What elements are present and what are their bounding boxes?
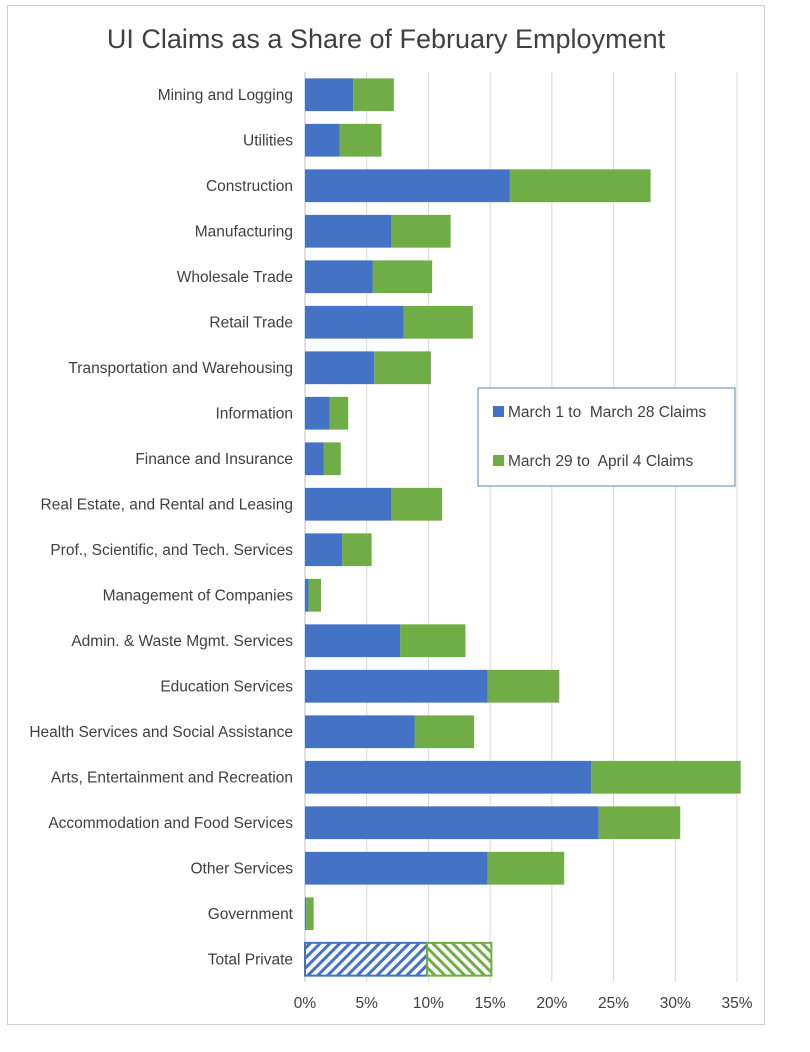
chart-frame: UI Claims as a Share of February Employm…	[7, 5, 765, 1025]
category-label: Prof., Scientific, and Tech. Services	[50, 542, 293, 559]
x-tick-label: 20%	[536, 995, 567, 1012]
bar-series-2	[308, 578, 322, 612]
category-label: Finance and Insurance	[135, 451, 293, 468]
bar-series-1	[305, 442, 324, 476]
bar-series-2	[391, 487, 443, 521]
category-label: Management of Companies	[103, 587, 294, 604]
legend-box	[477, 387, 736, 487]
category-label: Construction	[206, 178, 293, 195]
bar-series-1	[305, 214, 392, 248]
bar-series-1	[305, 169, 510, 203]
category-label: Utilities	[243, 132, 293, 149]
bar-series-2	[353, 78, 394, 112]
legend-swatch-green	[493, 455, 504, 466]
bar-series-1	[305, 578, 309, 612]
category-label: Transportation and Warehousing	[68, 360, 293, 377]
bar-series-2	[591, 760, 741, 794]
gridlines	[304, 72, 738, 982]
x-tick-label: 35%	[721, 995, 752, 1012]
x-tick-label: 25%	[598, 995, 629, 1012]
bar-series-2	[391, 214, 451, 248]
bar-series-1	[305, 260, 373, 294]
category-label: Mining and Logging	[158, 87, 293, 104]
legend-label-series-2: March 29 to April 4 Claims	[508, 453, 693, 470]
category-label: Other Services	[190, 860, 293, 877]
x-tick-label: 10%	[413, 995, 444, 1012]
bar-series-1	[305, 806, 599, 840]
bar-series-1	[305, 851, 488, 885]
category-label: Arts, Entertainment and Recreation	[51, 769, 293, 786]
category-label: Education Services	[160, 678, 293, 695]
x-tick-label: 0%	[294, 995, 317, 1012]
bar-series-2	[372, 260, 433, 294]
category-label: Health Services and Social Assistance	[29, 724, 293, 741]
bar-series-1	[305, 715, 415, 749]
bar-series-2	[374, 351, 431, 385]
bar-series-1	[305, 123, 340, 157]
bar-series-1	[304, 941, 429, 977]
bar-series-1	[305, 669, 488, 703]
bar-series-2	[598, 806, 681, 840]
bars	[304, 78, 741, 977]
bar-series-1	[305, 351, 375, 385]
category-label: Government	[208, 906, 294, 923]
category-labels: Mining and Logging Utilities Construction M…	[29, 87, 293, 969]
x-tick-label: 15%	[475, 995, 506, 1012]
bar-series-2	[509, 169, 651, 203]
bar-series-2	[339, 123, 382, 157]
bar-series-2	[342, 533, 372, 567]
chart-title: UI Claims as a Share of February Employm…	[107, 24, 666, 54]
bar-series-2	[400, 624, 466, 658]
x-tick-label: 5%	[356, 995, 379, 1012]
bar-series-2	[403, 305, 473, 339]
category-label: Admin. & Waste Mgmt. Services	[71, 633, 293, 650]
bar-series-1	[305, 78, 354, 112]
bar-series-2	[487, 851, 565, 885]
bar-series-1	[305, 760, 592, 794]
bar-series-2	[323, 442, 341, 476]
legend-swatch-blue	[493, 406, 504, 417]
bar-series-1	[305, 533, 343, 567]
bar-series-1	[305, 487, 392, 521]
bar-series-2	[329, 396, 349, 430]
x-tick-label: 30%	[660, 995, 691, 1012]
x-tick-labels: 0% 5% 10% 15% 20% 25% 30% 35%	[294, 995, 753, 1012]
category-label: Total Private	[208, 951, 293, 968]
category-label: Real Estate, and Rental and Leasing	[41, 496, 293, 513]
bar-series-1	[305, 624, 401, 658]
chart-svg: UI Claims as a Share of February Employm…	[29, 24, 753, 1012]
bar-series-1	[305, 396, 330, 430]
bar-series-1	[305, 305, 404, 339]
category-label: Retail Trade	[209, 314, 293, 331]
legend: March 1 to March 28 Claims March 29 to A…	[477, 387, 736, 487]
category-label: Manufacturing	[195, 223, 293, 240]
bar-series-2	[306, 897, 314, 931]
bar-series-1	[305, 897, 307, 931]
category-label: Accommodation and Food Services	[48, 815, 293, 832]
legend-label-series-1: March 1 to March 28 Claims	[508, 404, 706, 421]
bar-series-2	[426, 941, 493, 977]
bar-series-2	[414, 715, 475, 749]
category-label: Information	[215, 405, 293, 422]
bar-series-2	[487, 669, 560, 703]
category-label: Wholesale Trade	[177, 269, 293, 286]
